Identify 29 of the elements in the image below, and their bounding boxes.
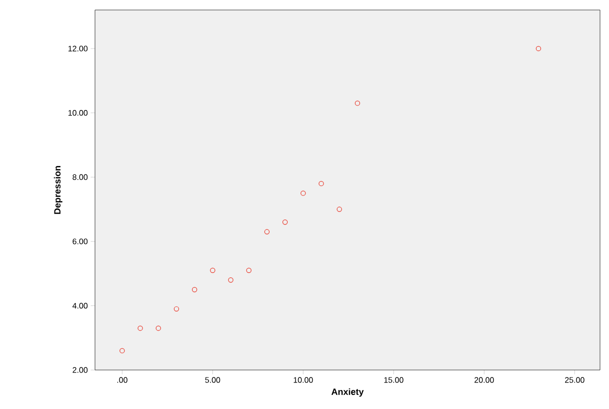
- x-tick-label: 5.00: [205, 377, 220, 383]
- point: [246, 268, 252, 273]
- y-tick-label: 8.00: [72, 174, 88, 180]
- y-tick-label: 10.00: [68, 110, 88, 116]
- y-tick-label: 6.00: [72, 238, 88, 244]
- point: [536, 46, 542, 52]
- point: [228, 277, 234, 283]
- point: [264, 229, 270, 234]
- point: [192, 287, 198, 292]
- point: [282, 220, 288, 225]
- point: [120, 348, 125, 354]
- y-tick-label: 12.00: [68, 46, 88, 52]
- point: [300, 190, 306, 196]
- y-axis-title: Depression: [54, 166, 62, 214]
- x-tick-label: 20.00: [474, 377, 494, 383]
- point: [318, 180, 324, 186]
- point: [210, 268, 216, 273]
- x-tick-label: 15.00: [384, 377, 404, 383]
- point: [336, 206, 342, 212]
- x-axis-title: Anxiety: [331, 388, 364, 397]
- x-tick-label: .00: [117, 377, 128, 383]
- y-tick-label: 2.00: [72, 367, 88, 373]
- y-tick-label: 4.00: [72, 302, 88, 309]
- point: [156, 326, 161, 331]
- x-tick-label: 25.00: [565, 377, 584, 383]
- point: [354, 100, 360, 106]
- point: [138, 326, 143, 331]
- x-tick-label: 10.00: [294, 377, 313, 383]
- point: [174, 306, 180, 312]
